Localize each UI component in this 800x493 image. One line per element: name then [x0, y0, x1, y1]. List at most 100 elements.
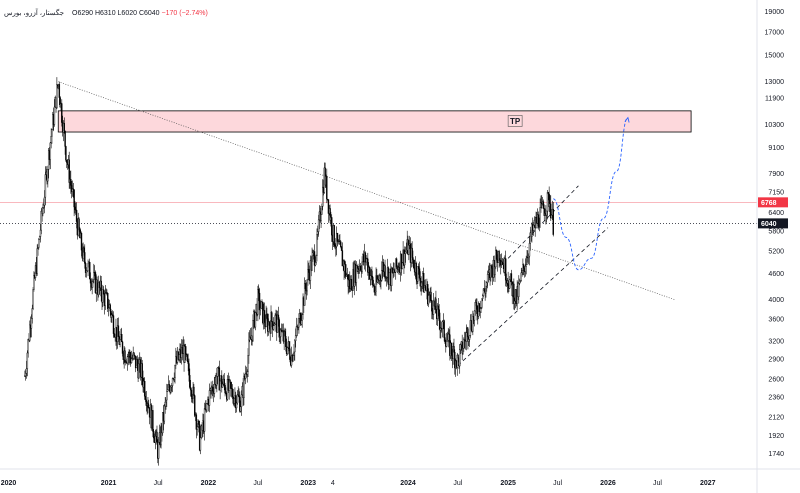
candle-body	[412, 257, 414, 261]
candle-body	[311, 255, 313, 271]
candle-body	[117, 325, 120, 337]
candle-body	[350, 278, 353, 291]
candle-body	[47, 169, 49, 182]
y-tick-label: 2120	[768, 414, 784, 421]
candle-body	[221, 383, 224, 388]
candle-body	[61, 103, 63, 123]
candle-body	[364, 252, 367, 263]
candle-body	[56, 84, 58, 108]
candle-body	[470, 320, 472, 330]
candle-body	[218, 367, 221, 391]
candle-body	[163, 405, 166, 422]
candle-body	[73, 189, 75, 208]
y-tick-label: 4000	[768, 297, 784, 304]
candle-body	[166, 391, 168, 401]
candle-body	[286, 347, 289, 354]
candle-body	[524, 266, 527, 273]
candle-body	[272, 325, 275, 330]
candle-body	[126, 356, 129, 364]
candle-body	[132, 352, 134, 359]
candle-body	[436, 305, 439, 319]
candle-body	[263, 310, 266, 323]
candle-body	[427, 284, 429, 305]
candle-body	[327, 199, 330, 214]
candle-body	[340, 241, 342, 247]
candle-body	[321, 206, 323, 215]
x-tick-label: Jul	[253, 480, 262, 487]
candle-body	[501, 261, 504, 265]
candle-body	[485, 285, 487, 294]
y-tick-label: 4600	[768, 271, 784, 278]
y-axis[interactable]: 1740 1920 2120 2360 2600 2900 3200 3600 4000 4600…	[756, 0, 785, 493]
x-tick-label: 4	[331, 480, 335, 487]
candle-body	[268, 321, 271, 326]
y-tick-label: 5800	[768, 228, 784, 235]
candle-body	[443, 320, 445, 338]
candle-body	[478, 303, 481, 312]
candle-body	[422, 272, 425, 293]
candle-body	[26, 352, 29, 370]
candle-body	[32, 289, 34, 309]
candle-body	[309, 260, 312, 281]
y-tick-label: 1740	[768, 451, 784, 458]
candle-body	[509, 279, 511, 289]
candle-body	[331, 217, 333, 236]
price-tag-bg	[758, 218, 788, 229]
candle-body	[315, 255, 317, 263]
candle-body	[184, 346, 186, 363]
candle-body	[50, 136, 52, 144]
candle-body	[367, 258, 369, 273]
candle-body	[510, 273, 513, 282]
candle-body	[86, 270, 88, 272]
candle-body	[419, 278, 422, 287]
candle-body	[30, 318, 33, 329]
candle-body	[106, 292, 108, 294]
candle-body	[525, 264, 527, 267]
candle-body	[537, 214, 540, 227]
candle-body	[29, 324, 31, 341]
x-tick-label: 2022	[201, 480, 217, 487]
candle-body	[92, 279, 94, 282]
candle-body	[374, 291, 376, 293]
y-tick-label: 5200	[768, 249, 784, 256]
candle-body	[85, 270, 88, 273]
projection-arrowhead	[624, 116, 630, 123]
candle-body	[178, 354, 180, 360]
candle-body	[75, 210, 78, 222]
candle-body	[228, 379, 230, 391]
price-tag-6040: 6040	[758, 218, 788, 229]
candle-body	[186, 354, 189, 362]
candle-body	[229, 379, 231, 383]
horizontal-lines-layer	[0, 201, 757, 224]
candle-body	[418, 268, 421, 279]
candle-body	[294, 335, 297, 342]
candle-body	[361, 261, 363, 272]
candle-body	[326, 176, 328, 200]
candle-body	[313, 251, 316, 266]
candle-body	[138, 363, 140, 379]
legend-symbol: جگستار، آزرو، بورس	[4, 10, 65, 17]
candle-body	[166, 389, 169, 392]
candle-body	[415, 263, 417, 278]
candle-body	[124, 350, 126, 363]
candle-body	[252, 319, 254, 341]
candle-body	[254, 312, 257, 328]
y-tick-label: 9100	[768, 145, 784, 152]
y-tick-label: 10300	[765, 122, 785, 129]
y-tick-label: 13000	[765, 79, 785, 86]
candle-body	[277, 314, 280, 320]
candle-body	[457, 354, 459, 359]
candle-body	[494, 266, 496, 276]
candle-body	[236, 394, 239, 404]
candle-body	[294, 340, 296, 353]
candle-body	[267, 321, 270, 332]
candle-body	[87, 263, 89, 272]
candle-body	[371, 270, 373, 278]
y-tick-label: 11900	[765, 95, 784, 102]
candle-body	[213, 384, 216, 394]
candle-body	[527, 255, 530, 258]
candle-body	[59, 97, 61, 108]
candle-body	[162, 412, 164, 434]
x-axis[interactable]: 2020 2021 Jul 2022 Jul 2023 4 2024 Jul 2025 Jul 202…	[0, 468, 800, 487]
